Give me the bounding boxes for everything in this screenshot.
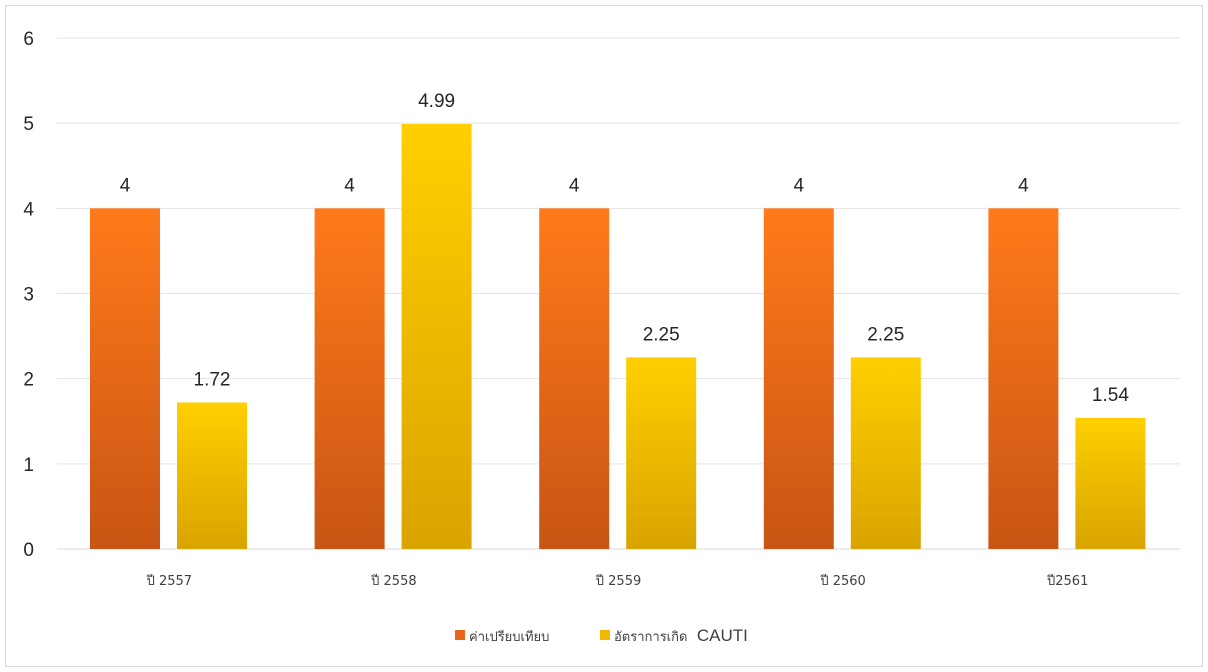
data-label-series-0: 4 — [794, 175, 805, 196]
data-label-series-1: 2.25 — [867, 324, 904, 345]
data-label-series-1: 1.54 — [1092, 385, 1129, 406]
bar-series-0 — [763, 208, 834, 550]
y-tick-label: 2 — [23, 370, 34, 391]
x-category-label: ปี 2559 — [595, 573, 641, 589]
data-label-series-1: 4.99 — [418, 91, 455, 112]
bar-series-0 — [539, 208, 610, 550]
data-label-series-0: 4 — [569, 175, 580, 196]
x-category-label: ปี 2560 — [819, 573, 865, 589]
y-axis-ticks: 0 1 2 3 4 5 6 — [23, 29, 34, 561]
legend-label-series-1: อัตราการเกิด CAUTI — [614, 626, 748, 645]
x-category-label: ปี 2558 — [370, 573, 416, 589]
bar-series-1 — [177, 402, 247, 549]
bar-series-1 — [626, 357, 697, 549]
y-tick-label: 1 — [23, 455, 34, 476]
x-category-label: ปี 2557 — [146, 573, 192, 589]
data-label-series-1: 2.25 — [643, 324, 680, 345]
x-axis-categories: ปี 2557 ปี 2558 ปี 2559 ปี 2560 ปี2561 — [146, 573, 1089, 589]
legend-label-series-1-thai: อัตราการเกิด — [614, 630, 687, 645]
bar-series-0 — [90, 208, 160, 550]
bar-series-1 — [1075, 417, 1146, 549]
data-labels: 4 4 4 4 4 1.72 4.99 2.25 2.25 1.54 — [120, 91, 1130, 406]
y-tick-label: 0 — [23, 540, 34, 561]
y-tick-label: 5 — [23, 114, 34, 135]
legend-label-series-0: ค่าเปรียบเทียบ — [469, 629, 549, 645]
bar-series-0 — [988, 208, 1059, 550]
y-tick-label: 6 — [23, 29, 34, 50]
data-label-series-0: 4 — [120, 175, 131, 196]
bar-series-0 — [314, 208, 385, 550]
legend-swatch-series-1 — [600, 630, 610, 640]
data-label-series-1: 1.72 — [194, 370, 231, 391]
legend-label-series-1-latin: CAUTI — [697, 626, 748, 645]
bar-series-1 — [850, 357, 921, 549]
bar-series-1 — [401, 124, 472, 549]
legend: ค่าเปรียบเทียบ อัตราการเกิด CAUTI — [455, 626, 748, 645]
data-label-series-0: 4 — [1018, 175, 1029, 196]
y-tick-label: 4 — [23, 199, 34, 220]
x-category-label: ปี2561 — [1046, 573, 1088, 589]
bars — [90, 124, 1146, 550]
y-tick-label: 3 — [23, 285, 34, 306]
legend-swatch-series-0 — [455, 630, 465, 640]
data-label-series-0: 4 — [344, 175, 355, 196]
